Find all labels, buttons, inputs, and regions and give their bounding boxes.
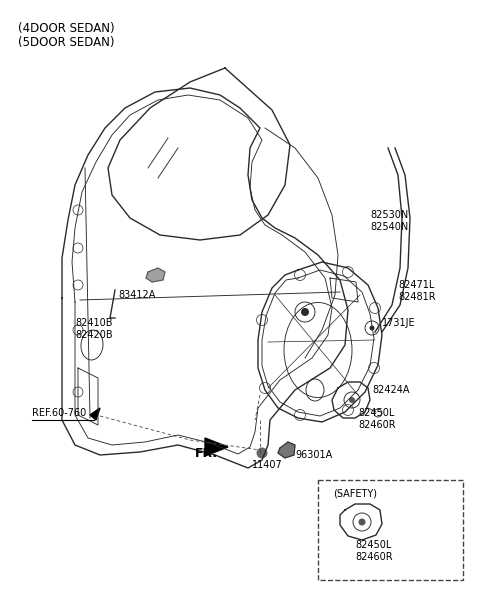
Text: REF.60-760: REF.60-760 (32, 408, 86, 418)
Circle shape (370, 325, 374, 330)
Text: 11407: 11407 (252, 460, 283, 470)
Text: 82530N
82540N: 82530N 82540N (370, 210, 408, 233)
Polygon shape (90, 408, 100, 420)
Polygon shape (205, 438, 228, 456)
Text: 82450L
82460R: 82450L 82460R (355, 540, 393, 562)
Text: 1731JE: 1731JE (382, 318, 416, 328)
Text: 82410B
82420B: 82410B 82420B (75, 318, 113, 340)
Text: 82471L
82481R: 82471L 82481R (398, 280, 436, 302)
Circle shape (256, 447, 267, 459)
Circle shape (359, 518, 365, 525)
Polygon shape (146, 268, 165, 282)
Text: (5DOOR SEDAN): (5DOOR SEDAN) (18, 36, 115, 49)
Circle shape (301, 308, 309, 316)
Polygon shape (278, 442, 295, 458)
Text: (SAFETY): (SAFETY) (333, 488, 377, 498)
Text: 83412A: 83412A (118, 290, 156, 300)
Text: 82424A: 82424A (372, 385, 409, 395)
Text: (4DOOR SEDAN): (4DOOR SEDAN) (18, 22, 115, 35)
Circle shape (349, 397, 355, 403)
Text: 82450L
82460R: 82450L 82460R (358, 408, 396, 430)
Text: FR.: FR. (195, 447, 218, 460)
Text: 96301A: 96301A (295, 450, 332, 460)
